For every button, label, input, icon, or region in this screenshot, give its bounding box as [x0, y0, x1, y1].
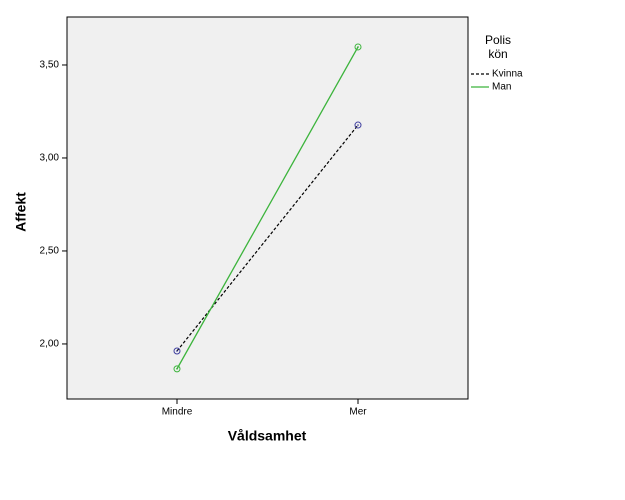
y-tick-label: 3,50 [40, 60, 60, 71]
x-tick-label: Mindre [162, 407, 193, 418]
series-line [176, 46, 359, 370]
data-point [354, 121, 362, 129]
x-axis-title: Våldsamhet [228, 428, 307, 444]
y-tick-label: 2,00 [40, 339, 60, 350]
y-tick-label: 3,00 [40, 153, 60, 164]
data-point [354, 43, 362, 51]
x-tick-label: Mer [349, 407, 367, 418]
legend-title: kön [488, 47, 507, 61]
legend-title: Polis [485, 33, 511, 47]
legend-label: Man [492, 82, 511, 93]
legend-label: Kvinna [492, 69, 523, 80]
series-line [176, 124, 359, 352]
data-point [173, 347, 181, 355]
y-tick-label: 2,50 [40, 246, 60, 257]
y-axis-title: Affekt [13, 192, 29, 232]
data-point [173, 365, 181, 373]
